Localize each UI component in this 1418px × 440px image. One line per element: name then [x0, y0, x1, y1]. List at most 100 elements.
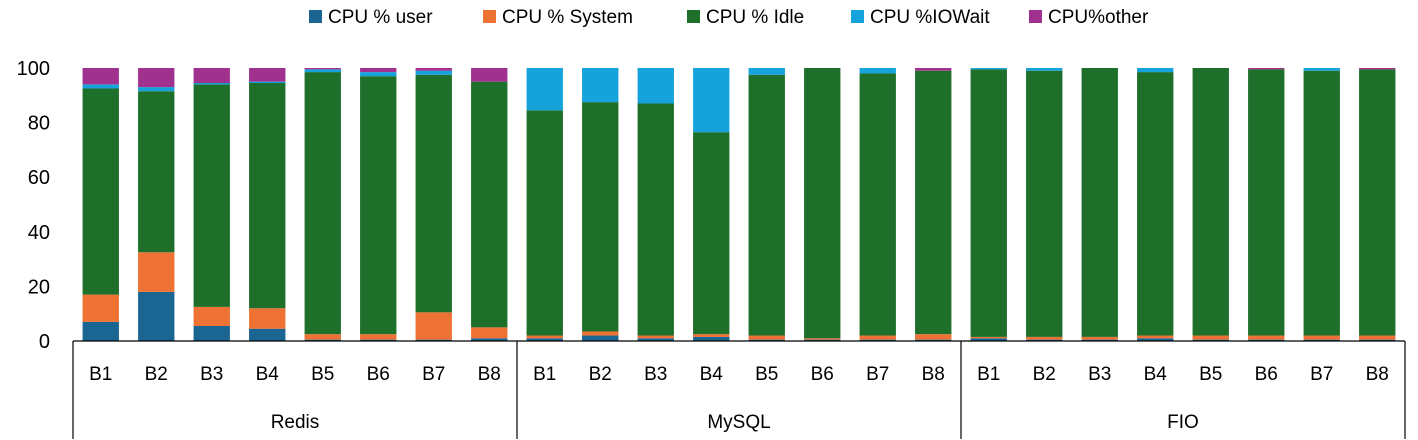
- bar-redis-b5-cpu-iowait: [304, 69, 341, 73]
- y-tick-label: 20: [28, 276, 50, 298]
- bar-fio-b2-cpu-system: [1026, 336, 1063, 340]
- bar-mysql-b5-cpu-idle: [748, 74, 785, 336]
- bar-redis-b8-cpu-system: [471, 327, 508, 339]
- legend-label: CPU%other: [1048, 7, 1149, 28]
- x-tick-label: B3: [200, 364, 223, 385]
- x-tick-label: B1: [977, 364, 1000, 385]
- y-axis: 0 20 40 60 80 100: [17, 58, 50, 353]
- bar-mysql-b5-cpu-iowait: [748, 68, 785, 75]
- bar-fio-b2-cpu-idle: [1026, 70, 1063, 337]
- bar-redis-b3-cpu-idle: [193, 84, 230, 307]
- y-tick-label: 100: [17, 58, 50, 80]
- bar-mysql-b3-cpu-iowait: [637, 68, 674, 104]
- y-tick-label: 60: [28, 167, 50, 189]
- bar-fio-b6-cpu-other: [1248, 68, 1285, 70]
- bar-mysql-b4-cpu-iowait: [693, 68, 730, 133]
- bar-redis-b6-cpu-user: [360, 339, 397, 341]
- group-label-redis: Redis: [271, 412, 320, 433]
- bar-mysql-b5-cpu-user: [748, 339, 785, 341]
- legend-swatch: [1029, 10, 1042, 23]
- x-tick-label: B2: [589, 364, 612, 385]
- bar-redis-b7-cpu-idle: [415, 74, 452, 313]
- bar-fio-b3-cpu-idle: [1081, 68, 1118, 337]
- x-tick-label: B1: [89, 364, 112, 385]
- bar-mysql-b8-cpu-other: [915, 68, 952, 71]
- bar-fio-b4-cpu-system: [1137, 335, 1174, 339]
- bar-mysql-b4-cpu-idle: [693, 132, 730, 335]
- legend-swatch: [483, 10, 496, 23]
- x-tick-label: B8: [478, 364, 501, 385]
- bar-redis-b5-cpu-system: [304, 334, 341, 340]
- bar-fio-b4-cpu-idle: [1137, 72, 1174, 336]
- bar-fio-b5-cpu-system: [1192, 335, 1229, 340]
- bar-fio-b3-cpu-user: [1081, 339, 1118, 341]
- bar-mysql-b4-cpu-system: [693, 334, 730, 337]
- bar-mysql-b2-cpu-system: [582, 331, 619, 336]
- bar-redis-b6-cpu-system: [360, 334, 397, 340]
- bar-mysql-b3-cpu-system: [637, 335, 674, 339]
- x-tick-label: B1: [533, 364, 556, 385]
- bar-redis-b6-cpu-iowait: [360, 72, 397, 77]
- x-tick-label: B2: [1033, 364, 1056, 385]
- bar-redis-b7-cpu-user: [415, 339, 452, 341]
- bar-fio-b1-cpu-system: [970, 336, 1007, 339]
- bar-redis-b7-cpu-iowait: [415, 70, 452, 75]
- bar-mysql-b8-cpu-idle: [915, 70, 952, 335]
- bar-redis-b2-cpu-other: [138, 68, 175, 88]
- x-tick-label: B7: [866, 364, 889, 385]
- bar-redis-b1-cpu-other: [82, 68, 119, 85]
- bar-redis-b5-cpu-other: [304, 68, 341, 70]
- bar-mysql-b5-cpu-system: [748, 335, 785, 340]
- bar-redis-b4-cpu-other: [249, 68, 286, 82]
- bars: [82, 68, 1396, 341]
- x-tick-label: B3: [644, 364, 667, 385]
- bar-mysql-b8-cpu-user: [915, 339, 952, 341]
- x-tick-label: B6: [367, 364, 390, 385]
- bar-redis-b1-cpu-user: [82, 321, 119, 341]
- bar-redis-b4-cpu-idle: [249, 83, 286, 309]
- group-label-fio: FIO: [1167, 412, 1199, 433]
- bar-fio-b7-cpu-system: [1303, 335, 1340, 340]
- x-tick-label: B7: [1310, 364, 1333, 385]
- bar-fio-b6-cpu-user: [1248, 339, 1285, 341]
- x-tick-label: B6: [1255, 364, 1278, 385]
- bar-fio-b5-cpu-user: [1192, 339, 1229, 341]
- x-tick-label: B7: [422, 364, 445, 385]
- bar-redis-b6-cpu-idle: [360, 76, 397, 335]
- x-tick-label: B6: [811, 364, 834, 385]
- x-tick-label: B3: [1088, 364, 1111, 385]
- bar-redis-b3-cpu-system: [193, 306, 230, 326]
- bar-redis-b6-cpu-other: [360, 68, 397, 73]
- bar-fio-b8-cpu-idle: [1359, 69, 1396, 336]
- bar-mysql-b6-cpu-idle: [804, 68, 841, 339]
- y-tick-label: 80: [28, 113, 50, 135]
- bar-fio-b3-cpu-system: [1081, 336, 1118, 340]
- bar-redis-b1-cpu-idle: [82, 88, 119, 295]
- bar-fio-b7-cpu-user: [1303, 339, 1340, 341]
- bar-fio-b7-cpu-idle: [1303, 70, 1340, 336]
- bar-fio-b1-cpu-idle: [970, 69, 1007, 337]
- bar-mysql-b8-cpu-system: [915, 334, 952, 340]
- bar-mysql-b4-cpu-user: [693, 336, 730, 341]
- bar-mysql-b7-cpu-idle: [859, 73, 896, 336]
- bar-mysql-b1-cpu-user: [526, 338, 563, 341]
- bar-fio-b8-cpu-user: [1359, 339, 1396, 341]
- bar-mysql-b2-cpu-idle: [582, 102, 619, 332]
- bar-redis-b2-cpu-iowait: [138, 87, 175, 92]
- y-tick-label: 0: [39, 331, 50, 353]
- legend-label: CPU % user: [328, 7, 433, 28]
- bar-mysql-b2-cpu-iowait: [582, 68, 619, 103]
- legend-swatch: [687, 10, 700, 23]
- bar-redis-b7-cpu-system: [415, 312, 452, 340]
- bar-redis-b5-cpu-idle: [304, 72, 341, 335]
- bar-fio-b1-cpu-iowait: [970, 68, 1007, 70]
- bar-fio-b1-cpu-user: [970, 338, 1007, 341]
- x-tick-label: B8: [922, 364, 945, 385]
- legend: CPU % user CPU % System CPU % Idle CPU %IOW…: [309, 7, 1149, 28]
- bar-redis-b2-cpu-idle: [138, 91, 175, 253]
- bar-redis-b3-cpu-other: [193, 68, 230, 84]
- bar-mysql-b1-cpu-iowait: [526, 68, 563, 111]
- bar-redis-b4-cpu-system: [249, 308, 286, 329]
- bar-redis-b8-cpu-idle: [471, 81, 508, 328]
- bar-fio-b8-cpu-system: [1359, 335, 1396, 340]
